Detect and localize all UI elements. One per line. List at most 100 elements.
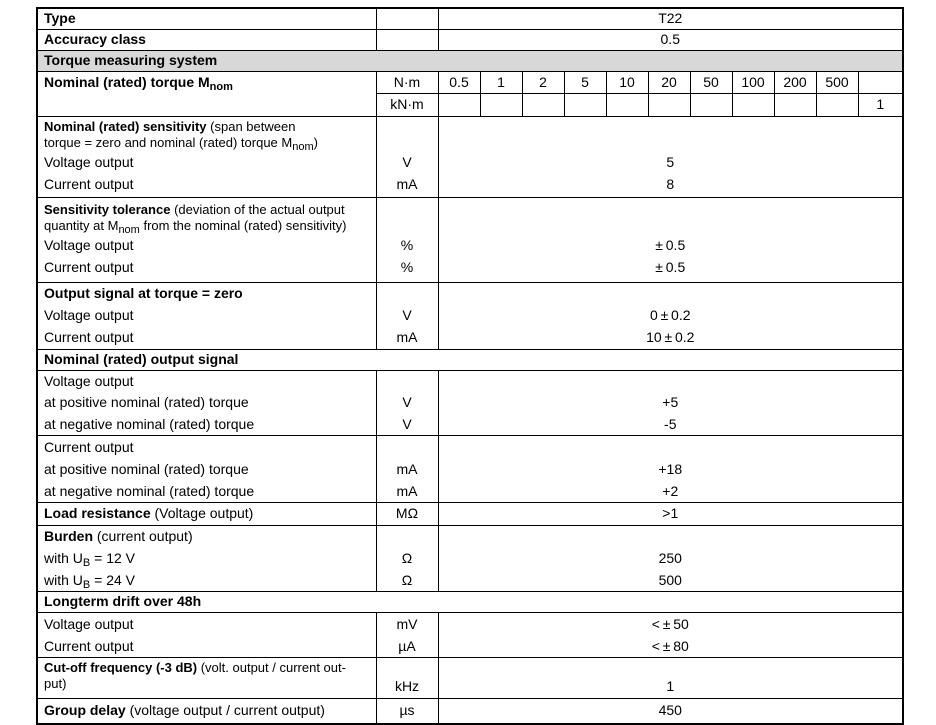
current-output-label-cell: Current output at positive nominal (rate… [36,435,377,503]
burden-value-cell: 250 500 [437,525,904,592]
section-torque-measuring-system: Torque measuring system [36,50,904,72]
knm-value-cell [647,93,691,117]
zero-signal-unit-cell: V mA [375,282,439,350]
cutoff-label-line2: put) [44,676,67,691]
accuracy-value-cell: 0.5 [437,29,904,51]
ub-subscript: B [82,579,91,591]
nm-value-cell: 50 [689,71,733,94]
knm-value-cell [521,93,565,117]
sensitivity-desc: torque = zero and nominal (rated) torque… [44,135,318,153]
knm-value-cell [731,93,775,117]
negative-torque-label: at negative nominal (rated) torque [44,416,255,432]
accuracy-label-cell: Accuracy class [36,29,377,51]
sensitivity-voltage-value: 5 [666,154,675,170]
current-output-unit-cell: mA mA [375,435,439,503]
positive-torque-value: +18 [658,461,683,477]
section-torque-title: Torque measuring system [36,50,904,72]
zero-current-value: 10 ± 0.2 [646,329,695,345]
block-current-output: Current output at positive nominal (rate… [36,435,904,503]
unit-milliamp: mA [396,483,418,499]
tolerance-title: Sensitivity tolerance (deviation of the … [44,202,345,217]
load-resistance-label-cell: Load resistance (Voltage output) [36,502,377,526]
section-longterm-drift-title: Longterm drift over 48h [36,591,904,613]
negative-torque-value: -5 [664,416,677,432]
datasheet-page: Type T22 Accuracy class 0.5 Torque measu… [36,7,905,725]
unit-milliamp: mA [396,461,418,477]
knm-value-cell [815,93,859,117]
unit-ohm: Ω [401,550,413,566]
knm-value-cell [563,93,607,117]
ub-subscript: B [82,557,91,569]
voltage-output-label-cell: Voltage output at positive nominal (rate… [36,370,377,436]
section-longterm-drift: Longterm drift over 48h [36,591,904,613]
negative-torque-value: +2 [662,483,679,499]
burden-label-cell: Burden (current output) with UB = 12 V w… [36,525,377,592]
load-resistance-value-cell: >1 [437,502,904,526]
zero-signal-title: Output signal at torque = zero [44,285,243,301]
voltage-output-unit-cell: V V [375,370,439,436]
nm-unit-cell: N·m [375,71,439,94]
unit-percent: % [400,237,414,253]
positive-torque-label: at positive nominal (rated) torque [44,394,249,410]
sensitivity-label-cell: Nominal (rated) sensitivity (span betwee… [36,116,377,198]
current-output-value-cell: +18 +2 [437,435,904,503]
unit-millivolt: mV [396,616,418,632]
burden-title: Burden (current output) [44,528,193,544]
zero-signal-label-cell: Output signal at torque = zero Voltage o… [36,282,377,350]
current-output-title: Current output [44,439,134,455]
nm-value-cell: 100 [731,71,775,94]
positive-torque-value: +5 [662,394,679,410]
unit-microamp: µA [398,638,416,654]
knm-value-cell [605,93,649,117]
block-nominal-sensitivity: Nominal (rated) sensitivity (span betwee… [36,116,904,198]
group-delay-value-cell: 450 [437,698,904,725]
voltage-output-value-cell: +5 -5 [437,370,904,436]
row-type: Type T22 [36,7,904,30]
unit-volt: V [402,394,412,410]
burden-12v-label: with UB = 12 V [44,550,136,569]
cutoff-label-cell: Cut-off frequency (-3 dB) (volt. output … [36,657,377,699]
knm-value-cell [773,93,817,117]
sensitivity-current-label: Current output [44,176,134,192]
nm-value-cell [857,71,904,94]
block-burden: Burden (current output) with UB = 12 V w… [36,525,904,592]
unit-volt: V [402,154,412,170]
knm-unit-cell: kN·m [375,93,439,117]
row-accuracy-class: Accuracy class 0.5 [36,29,904,51]
nm-value-cell: 5 [563,71,607,94]
unit-megaohm: MΩ [375,502,439,526]
tolerance-voltage-value: ± 0.5 [655,237,686,253]
unit-milliamp: mA [396,176,418,192]
row-group-delay: Group delay (voltage output / current ou… [36,698,904,725]
nominal-torque-label: Nominal (rated) torque Mnom [44,74,233,93]
knm-value-cell [479,93,523,117]
type-label: Type [44,10,76,26]
section-nominal-output-signal: Nominal (rated) output signal [36,349,904,371]
spec-table: Type T22 Accuracy class 0.5 Torque measu… [36,7,905,725]
nm-value-cell: 500 [815,71,859,94]
unit-percent: % [400,259,414,275]
block-output-signal-zero: Output signal at torque = zero Voltage o… [36,282,904,350]
positive-torque-label: at positive nominal (rated) torque [44,461,249,477]
tolerance-unit-cell: % % [375,197,439,283]
burden-24v-label: with UB = 24 V [44,572,136,591]
knm-value-cell [437,93,481,117]
unit-milliamp: mA [396,329,418,345]
nm-value-cell: 1 [479,71,523,94]
drift-label-cell: Voltage output Current output [36,612,377,658]
drift-value-cell: < ± 50 < ± 80 [437,612,904,658]
nominal-torque-label-cell: Nominal (rated) torque Mnom [36,71,377,117]
sensitivity-unit-cell: V mA [375,116,439,198]
cutoff-value-cell: 1 [437,657,904,699]
zero-signal-value-cell: 0 ± 0.2 10 ± 0.2 [437,282,904,350]
negative-torque-label: at negative nominal (rated) torque [44,483,255,499]
mnom-subscript: nom [292,141,314,153]
cutoff-label-line1: Cut-off frequency (-3 dB) (volt. output … [44,660,346,675]
burden-12v-value: 250 [658,550,682,566]
type-value-cell: T22 [437,7,904,30]
unit-volt: V [402,307,412,323]
sensitivity-value-cell: 5 8 [437,116,904,198]
burden-24v-value: 500 [658,572,682,588]
tolerance-desc: quantity at Mnom from the nominal (rated… [44,218,347,236]
tolerance-current-label: Current output [44,259,134,275]
